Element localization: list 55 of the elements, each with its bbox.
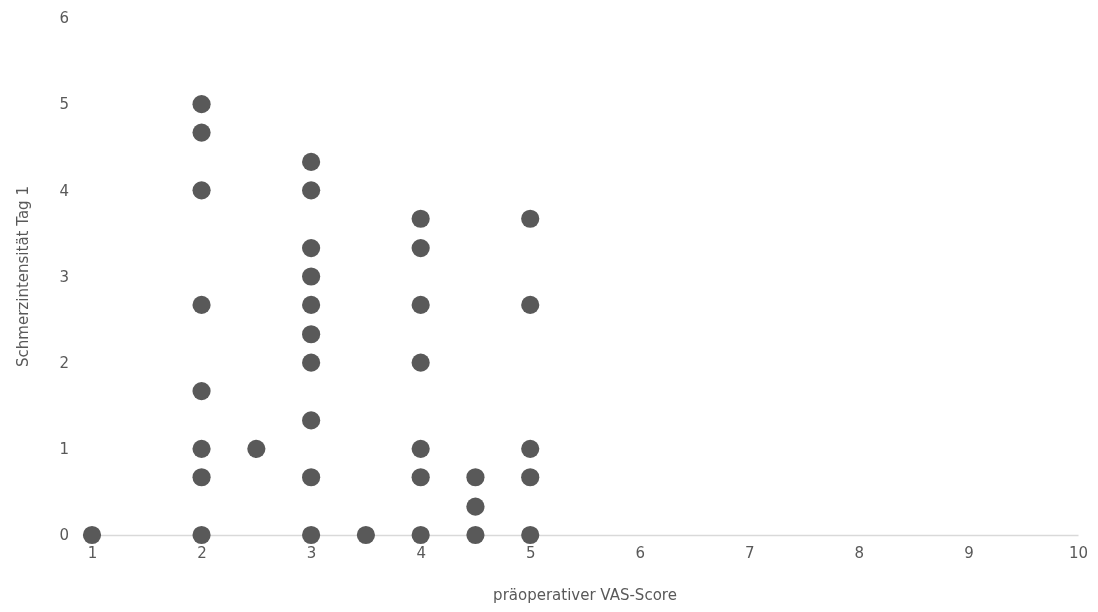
point	[247, 439, 266, 458]
y-tick-label: 5	[59, 95, 69, 114]
y-tick-label: 6	[59, 9, 69, 28]
point	[192, 525, 211, 545]
point	[521, 525, 540, 545]
point	[302, 295, 321, 315]
x-tick-label: 4	[416, 543, 426, 562]
x-tick-label: 10	[1068, 543, 1089, 562]
x-axis-title: präoperativer VAS-Score	[493, 586, 677, 604]
point	[521, 209, 540, 228]
point	[466, 525, 485, 545]
point	[192, 468, 211, 487]
y-tick-label: 2	[59, 353, 69, 372]
point	[466, 468, 485, 487]
x-tick-label: 5	[525, 543, 536, 562]
point	[411, 439, 430, 458]
point	[411, 209, 430, 228]
x-tick-label: 9	[964, 543, 974, 562]
point	[302, 411, 321, 430]
point	[356, 525, 375, 545]
point	[192, 95, 211, 114]
point	[521, 439, 540, 458]
point	[192, 439, 211, 458]
point	[411, 525, 430, 545]
point	[521, 295, 540, 315]
y-axis-title: Schmerzintensität Tag 1	[14, 186, 32, 367]
point	[192, 181, 211, 200]
point	[411, 238, 430, 258]
x-tick-label: 3	[306, 543, 317, 562]
point	[466, 497, 485, 516]
point	[192, 295, 211, 315]
point	[411, 295, 430, 315]
point	[302, 525, 321, 545]
point	[302, 181, 321, 200]
point	[302, 325, 321, 344]
point	[302, 152, 321, 171]
x-tick-label: 6	[635, 543, 646, 562]
x-tick-label: 1	[87, 543, 98, 562]
point	[302, 468, 321, 487]
y-tick-label: 4	[59, 181, 69, 200]
point	[411, 353, 430, 372]
point	[302, 353, 321, 372]
x-tick-label: 8	[854, 543, 865, 562]
x-tick-label: 2	[197, 543, 207, 562]
x-tick-label: 7	[745, 543, 755, 562]
y-tick-label: 3	[59, 267, 69, 286]
point	[302, 267, 321, 286]
point	[82, 525, 102, 545]
point	[521, 468, 540, 487]
y-tick-label: 1	[59, 440, 69, 459]
point	[302, 238, 321, 258]
y-tick-label: 0	[59, 526, 69, 545]
point	[411, 468, 430, 487]
point	[192, 123, 211, 142]
point	[192, 382, 211, 401]
